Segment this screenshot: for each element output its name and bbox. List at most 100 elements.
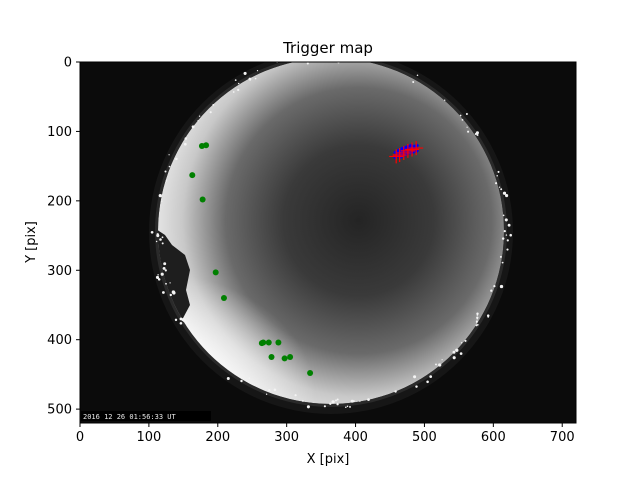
horizon-light <box>438 363 442 367</box>
data-point <box>203 142 210 149</box>
horizon-light <box>183 142 187 146</box>
horizon-light <box>466 126 468 128</box>
horizon-light <box>502 191 507 195</box>
horizon-light <box>464 339 467 342</box>
horizon-light <box>507 223 511 227</box>
horizon-light <box>476 323 479 326</box>
horizon-light <box>412 81 415 83</box>
horizon-light <box>175 157 178 161</box>
horizon-light <box>222 360 226 364</box>
horizon-light <box>197 120 199 122</box>
horizon-light <box>164 269 167 272</box>
y-axis-ticks: 0 100 200 300 400 500 <box>47 56 80 418</box>
horizon-light <box>499 284 504 289</box>
horizon-light <box>452 356 456 360</box>
horizon-light <box>168 165 171 168</box>
horizon-light <box>156 233 159 236</box>
horizon-light <box>501 261 504 264</box>
horizon-light <box>265 393 268 395</box>
horizon-light <box>232 91 235 93</box>
horizon-light <box>476 133 479 137</box>
horizon-light <box>441 359 443 361</box>
horizon-light <box>435 363 437 366</box>
horizon-light <box>465 112 468 116</box>
horizon-light <box>243 71 247 75</box>
horizon-light <box>248 77 252 81</box>
horizon-light <box>254 77 257 80</box>
x-tick-label: 300 <box>274 430 299 445</box>
horizon-light <box>346 405 349 408</box>
horizon-light <box>174 318 178 322</box>
horizon-light <box>331 400 335 404</box>
horizon-light <box>209 111 212 114</box>
horizon-light <box>502 214 505 217</box>
data-point <box>212 269 219 276</box>
horizon-lights <box>150 58 512 409</box>
horizon-light <box>495 182 498 185</box>
x-tick-label: 0 <box>76 430 84 445</box>
series-2 <box>389 141 424 164</box>
horizon-light <box>476 318 478 320</box>
horizon-light <box>394 390 397 393</box>
horizon-light <box>268 389 271 392</box>
horizon-light <box>165 180 168 182</box>
horizon-light <box>233 370 237 374</box>
horizon-light <box>234 79 237 81</box>
horizon-light <box>350 399 354 403</box>
horizon-light <box>150 230 154 234</box>
horizon-light <box>238 82 240 85</box>
series-0 <box>189 142 314 377</box>
x-tick-label: 500 <box>412 430 437 445</box>
horizon-light <box>161 242 164 245</box>
horizon-light <box>505 234 508 236</box>
horizon-light <box>415 385 418 388</box>
horizon-light <box>444 99 446 101</box>
horizon-light <box>460 342 463 344</box>
horizon-light <box>164 170 167 173</box>
horizon-light <box>490 289 493 292</box>
plot-area: 2016 12 26 01:56:33 UT <box>80 58 576 423</box>
y-tick-label: 200 <box>47 194 72 209</box>
horizon-light <box>317 58 320 61</box>
horizon-light <box>496 174 498 177</box>
data-point <box>409 141 424 156</box>
horizon-light <box>505 194 509 198</box>
horizon-light <box>191 125 195 129</box>
horizon-light <box>509 233 512 237</box>
horizon-light <box>329 402 332 405</box>
horizon-light <box>184 137 188 140</box>
y-axis-label: Y [pix] <box>24 221 39 264</box>
horizon-light <box>461 119 464 121</box>
horizon-light <box>503 230 506 233</box>
horizon-light <box>294 394 297 397</box>
horizon-light <box>501 237 505 240</box>
horizon-light <box>336 403 339 406</box>
horizon-light <box>155 240 158 243</box>
horizon-light <box>162 291 165 294</box>
horizon-light <box>226 377 230 380</box>
horizon-light <box>179 321 183 325</box>
image-timestamp: 2016 12 26 01:56:33 UT <box>83 413 177 421</box>
horizon-light <box>345 406 347 409</box>
horizon-light <box>161 236 164 239</box>
horizon-light <box>476 314 479 316</box>
x-tick-label: 400 <box>343 430 368 445</box>
horizon-light <box>168 154 170 156</box>
horizon-light <box>161 200 163 202</box>
horizon-light <box>349 405 351 408</box>
horizon-light <box>452 350 456 354</box>
y-tick-label: 300 <box>47 264 72 279</box>
horizon-light <box>374 59 376 61</box>
horizon-light <box>306 62 309 65</box>
horizon-light <box>198 115 201 117</box>
y-tick-label: 400 <box>47 333 72 348</box>
horizon-light <box>352 400 355 403</box>
horizon-light <box>355 60 357 62</box>
horizon-light <box>335 399 337 402</box>
horizon-light <box>306 405 310 409</box>
horizon-light <box>165 282 167 285</box>
x-tick-label: 600 <box>481 430 506 445</box>
y-tick-label: 500 <box>47 403 72 418</box>
x-tick-label: 200 <box>205 430 230 445</box>
